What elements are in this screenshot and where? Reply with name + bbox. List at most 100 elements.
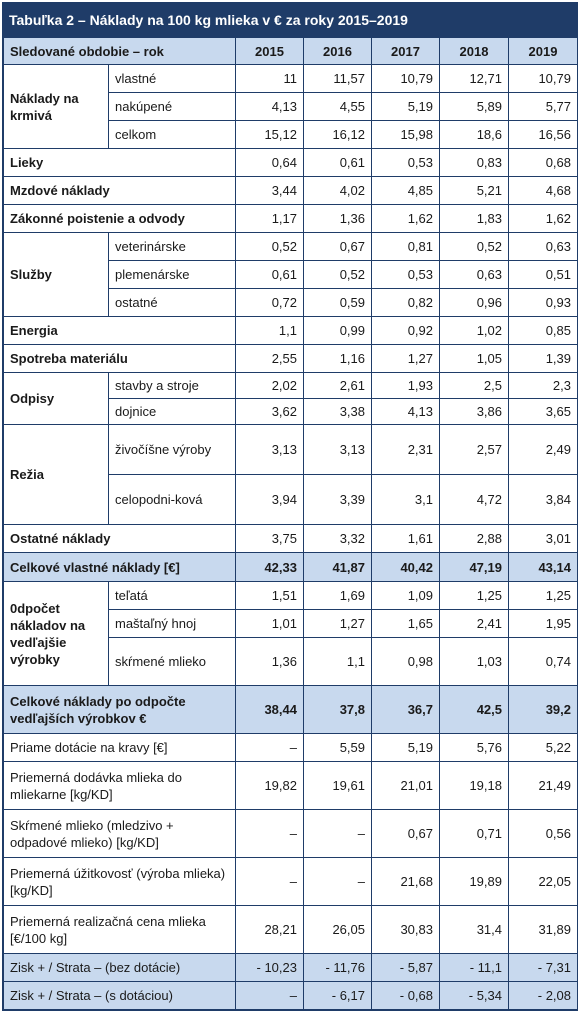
value-cell: 42,5 [439,685,509,734]
value-cell: 5,19 [371,92,440,121]
table-row: Spotreba materiálu 2,55 1,16 1,27 1,05 1… [3,344,578,373]
value-cell: 0,68 [508,148,578,177]
value-cell: 22,05 [508,857,578,906]
table-row: Náklady na krmivá vlastné 11 11,57 10,79… [3,64,578,149]
value-cell: 4,72 [439,474,509,525]
subrow-label: vlastné [108,64,236,93]
value-cell: 0,82 [371,288,440,317]
table-row: Skŕmené mlieko (mledzivo + odpadové mlie… [3,809,578,858]
value-cell: 5,22 [508,733,578,762]
value-cell: 43,14 [508,552,578,582]
value-cell: 21,68 [371,857,440,906]
row-label: Ostatné náklady [3,524,236,553]
value-cell: 1,02 [439,316,509,345]
table-row: Mzdové náklady 3,44 4,02 4,85 5,21 4,68 [3,176,578,205]
value-cell: - 5,87 [371,953,440,982]
table-row: Priame dotácie na kravy [€] – 5,59 5,19 … [3,733,578,762]
value-cell: 0,99 [303,316,372,345]
table-title: Tabuľka 2 – Náklady na 100 kg mlieka v €… [3,3,577,37]
value-cell: 4,85 [371,176,440,205]
value-cell: 5,21 [439,176,509,205]
category-odpisy: Odpisy [3,372,109,425]
value-cell: – [235,857,304,906]
year-2017: 2017 [371,37,440,65]
value-cell: 1,36 [303,204,372,233]
value-cell: 10,79 [371,64,440,93]
value-cell: 1,05 [439,344,509,373]
value-cell: 3,65 [508,398,578,425]
value-cell: 0,67 [371,809,440,858]
value-cell: 3,86 [439,398,509,425]
value-cell: 0,61 [235,260,304,289]
value-cell: 42,33 [235,552,304,582]
value-cell: 3,84 [508,474,578,525]
value-cell: 0,98 [371,637,440,686]
value-cell: 1,51 [235,581,304,610]
subrow-label: veterinárske [108,232,236,261]
value-cell: 5,77 [508,92,578,121]
value-cell: 19,82 [235,761,304,810]
value-cell: 4,13 [235,92,304,121]
value-cell: 3,62 [235,398,304,425]
value-cell: 0,85 [508,316,578,345]
subrow-label: dojnice [108,398,236,425]
value-cell: 1,16 [303,344,372,373]
value-cell: 0,93 [508,288,578,317]
table-row: 0dpočet nákladov na vedľajšie výrobky te… [3,581,578,686]
value-cell: 0,61 [303,148,372,177]
table-row: Zisk + / Strata – (s dotáciou) – - 6,17 … [3,981,578,1010]
value-cell: 19,89 [439,857,509,906]
value-cell: 15,12 [235,120,304,149]
value-cell: 16,12 [303,120,372,149]
header-label: Sledované obdobie – rok [3,37,236,65]
subrow-label: plemenárske [108,260,236,289]
value-cell: 47,19 [439,552,509,582]
value-cell: 0,53 [371,260,440,289]
year-2015: 2015 [235,37,304,65]
value-cell: 0,56 [508,809,578,858]
cost-table: Sledované obdobie – rok 2015 2016 2017 2… [3,37,578,1010]
value-cell: 0,63 [439,260,509,289]
value-cell: 2,88 [439,524,509,553]
value-cell: 4,68 [508,176,578,205]
table-row: nakúpené 4,13 4,55 5,19 5,89 5,77 [4,92,578,121]
table-row: Služby veterinárske 0,52 0,67 0,81 0,52 … [3,232,578,317]
value-cell: 0,52 [235,232,304,261]
value-cell: – [235,981,304,1010]
value-cell: 3,44 [235,176,304,205]
value-cell: - 5,34 [439,981,509,1010]
value-cell: 3,32 [303,524,372,553]
value-cell: 1,03 [439,637,509,686]
value-cell: - 7,31 [508,953,578,982]
value-cell: 5,76 [439,733,509,762]
table-row: Odpisy stavby a stroje 2,02 2,61 1,93 2,… [3,372,578,425]
value-cell: 0,71 [439,809,509,858]
value-cell: 41,87 [303,552,372,582]
value-cell: 36,7 [371,685,440,734]
value-cell: 1,1 [303,637,372,686]
value-cell: 2,3 [508,372,578,399]
value-cell: 0,92 [371,316,440,345]
row-label: Celkové náklady po odpočte vedľajších vý… [3,685,236,734]
row-label: Priame dotácie na kravy [€] [3,733,236,762]
year-2019: 2019 [508,37,578,65]
subrow-label: ostatné [108,288,236,317]
value-cell: – [303,809,372,858]
value-cell: – [303,857,372,906]
value-cell: 0,64 [235,148,304,177]
value-cell: 26,05 [303,905,372,954]
table-row: Režia živočíšne výroby 3,13 3,13 2,31 2,… [3,424,578,525]
table-row: ostatné 0,72 0,59 0,82 0,96 0,93 [4,288,578,317]
table-row: Priemerná dodávka mlieka do mliekarne [k… [3,761,578,810]
table-row: celkom 15,12 16,12 15,98 18,6 16,56 [4,120,578,149]
value-cell: 11 [235,64,304,93]
value-cell: 2,31 [371,424,440,475]
value-cell: - 10,23 [235,953,304,982]
value-cell: 1,36 [235,637,304,686]
value-cell: 1,09 [371,581,440,610]
value-cell: 1,01 [235,609,304,638]
value-cell: 10,79 [508,64,578,93]
value-cell: 0,81 [371,232,440,261]
header-row: Sledované obdobie – rok 2015 2016 2017 2… [3,37,578,65]
value-cell: 1,27 [303,609,372,638]
